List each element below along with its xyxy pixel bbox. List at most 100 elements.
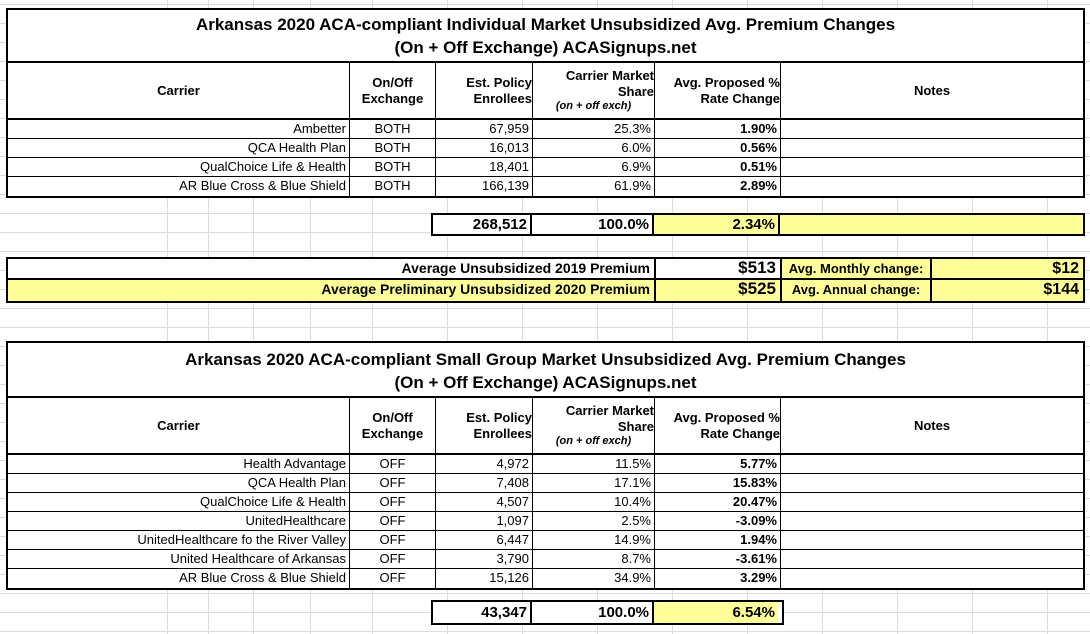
small-group-table-title: Arkansas 2020 ACA-compliant Small Group … bbox=[8, 343, 1083, 398]
exchange-cell[interactable]: BOTH bbox=[349, 158, 435, 176]
header-exchange[interactable]: On/Off Exchange bbox=[349, 63, 435, 118]
share-cell[interactable]: 2.5% bbox=[532, 512, 654, 530]
enrollees-cell[interactable]: 1,097 bbox=[435, 512, 532, 530]
carrier-cell[interactable]: QualChoice Life & Health bbox=[200, 159, 346, 174]
rate-cell[interactable]: 15.83% bbox=[654, 474, 780, 492]
notes-cell[interactable] bbox=[780, 455, 1083, 473]
total-rate-cell[interactable]: 2.34% bbox=[652, 215, 778, 234]
annual-change-label[interactable]: Avg. Annual change: bbox=[780, 280, 930, 301]
monthly-change-value[interactable]: $12 bbox=[930, 259, 1083, 278]
header-rate-change[interactable]: Avg. Proposed % Rate Change bbox=[654, 398, 780, 453]
notes-cell[interactable] bbox=[780, 493, 1083, 511]
average-premium-summary: Average Unsubsidized 2019 Premium $513 A… bbox=[6, 257, 1085, 303]
rate-cell[interactable]: 0.51% bbox=[654, 158, 780, 176]
total-rate-cell[interactable]: 6.54% bbox=[652, 602, 778, 623]
exchange-cell[interactable]: OFF bbox=[349, 474, 435, 492]
share-cell[interactable]: 34.9% bbox=[532, 569, 654, 588]
exchange-cell[interactable]: OFF bbox=[349, 531, 435, 549]
header-enrollees[interactable]: Est. Policy Enrollees bbox=[435, 398, 532, 453]
enrollees-cell[interactable]: 7,408 bbox=[435, 474, 532, 492]
notes-cell[interactable] bbox=[780, 158, 1083, 176]
exchange-cell[interactable]: OFF bbox=[349, 569, 435, 588]
enrollees-cell[interactable]: 67,959 bbox=[435, 120, 532, 138]
total-share-cell[interactable]: 100.0% bbox=[530, 602, 652, 623]
share-cell[interactable]: 17.1% bbox=[532, 474, 654, 492]
carrier-cell[interactable]: QualChoice Life & Health bbox=[200, 494, 346, 509]
rate-cell[interactable]: 1.94% bbox=[654, 531, 780, 549]
header-market-share-sub: (on + off exch) bbox=[555, 435, 632, 447]
enrollees-cell[interactable]: 15,126 bbox=[435, 569, 532, 588]
rate-cell[interactable]: 1.90% bbox=[654, 120, 780, 138]
total-notes-cell[interactable] bbox=[778, 215, 1083, 234]
title-line1: Arkansas 2020 ACA-compliant Individual M… bbox=[195, 15, 896, 34]
notes-cell[interactable] bbox=[780, 512, 1083, 530]
share-cell[interactable]: 6.9% bbox=[532, 158, 654, 176]
rate-cell[interactable]: 3.29% bbox=[654, 569, 780, 588]
carrier-cell[interactable]: UnitedHealthcare bbox=[245, 513, 346, 528]
exchange-cell[interactable]: OFF bbox=[349, 512, 435, 530]
rate-cell[interactable]: -3.61% bbox=[654, 550, 780, 568]
header-market-share[interactable]: Carrier Market Share (on + off exch) bbox=[532, 398, 654, 453]
exchange-cell[interactable]: OFF bbox=[349, 493, 435, 511]
enrollees-cell[interactable]: 18,401 bbox=[435, 158, 532, 176]
share-cell[interactable]: 10.4% bbox=[532, 493, 654, 511]
enrollees-cell[interactable]: 16,013 bbox=[435, 139, 532, 157]
avg-2019-premium-value[interactable]: $513 bbox=[654, 259, 780, 278]
share-cell[interactable]: 61.9% bbox=[532, 177, 654, 196]
enrollees-cell[interactable]: 3,790 bbox=[435, 550, 532, 568]
header-carrier[interactable]: Carrier bbox=[157, 417, 200, 433]
carrier-cell[interactable]: QCA Health Plan bbox=[247, 475, 346, 490]
avg-2020-premium-value[interactable]: $525 bbox=[654, 280, 780, 301]
rate-cell[interactable]: 20.47% bbox=[654, 493, 780, 511]
header-enrollees[interactable]: Est. Policy Enrollees bbox=[435, 63, 532, 118]
summary-row-2019: Average Unsubsidized 2019 Premium $513 A… bbox=[8, 259, 1083, 280]
total-enrollees-cell[interactable]: 43,347 bbox=[481, 604, 527, 621]
header-exchange[interactable]: On/Off Exchange bbox=[349, 398, 435, 453]
rate-cell[interactable]: 0.56% bbox=[654, 139, 780, 157]
share-cell[interactable]: 25.3% bbox=[532, 120, 654, 138]
notes-cell[interactable] bbox=[780, 177, 1083, 196]
carrier-cell[interactable]: QCA Health Plan bbox=[247, 140, 346, 155]
carrier-cell[interactable]: United Healthcare of Arkansas bbox=[170, 551, 346, 566]
enrollees-cell[interactable]: 4,507 bbox=[435, 493, 532, 511]
carrier-cell[interactable]: Health Advantage bbox=[243, 456, 346, 471]
notes-cell[interactable] bbox=[780, 120, 1083, 138]
share-cell[interactable]: 14.9% bbox=[532, 531, 654, 549]
header-market-share[interactable]: Carrier Market Share (on + off exch) bbox=[532, 63, 654, 118]
notes-cell[interactable] bbox=[780, 531, 1083, 549]
enrollees-cell[interactable]: 6,447 bbox=[435, 531, 532, 549]
share-cell[interactable]: 8.7% bbox=[532, 550, 654, 568]
exchange-cell[interactable]: BOTH bbox=[349, 120, 435, 138]
carrier-cell[interactable]: AR Blue Cross & Blue Shield bbox=[179, 178, 346, 193]
avg-2020-premium-label[interactable]: Average Preliminary Unsubsidized 2020 Pr… bbox=[8, 280, 654, 301]
monthly-change-label[interactable]: Avg. Monthly change: bbox=[780, 259, 930, 278]
exchange-cell[interactable]: OFF bbox=[349, 550, 435, 568]
header-rate-change[interactable]: Avg. Proposed % Rate Change bbox=[654, 63, 780, 118]
carrier-cell[interactable]: AR Blue Cross & Blue Shield bbox=[179, 570, 346, 585]
enrollees-cell[interactable]: 166,139 bbox=[435, 177, 532, 196]
share-cell[interactable]: 11.5% bbox=[532, 455, 654, 473]
share-cell[interactable]: 6.0% bbox=[532, 139, 654, 157]
enrollees-cell[interactable]: 4,972 bbox=[435, 455, 532, 473]
rate-cell[interactable]: -3.09% bbox=[654, 512, 780, 530]
total-share-cell[interactable]: 100.0% bbox=[530, 215, 652, 234]
exchange-cell[interactable]: OFF bbox=[349, 455, 435, 473]
total-enrollees-cell[interactable]: 268,512 bbox=[472, 216, 527, 233]
table-row: UnitedHealthcare fo the River Valley OFF… bbox=[8, 531, 1083, 550]
header-carrier[interactable]: Carrier bbox=[157, 82, 200, 98]
rate-cell[interactable]: 5.77% bbox=[654, 455, 780, 473]
exchange-cell[interactable]: BOTH bbox=[349, 139, 435, 157]
notes-cell[interactable] bbox=[780, 569, 1083, 588]
header-notes[interactable]: Notes bbox=[780, 63, 1083, 118]
notes-cell[interactable] bbox=[780, 550, 1083, 568]
notes-cell[interactable] bbox=[780, 474, 1083, 492]
exchange-cell[interactable]: BOTH bbox=[349, 177, 435, 196]
notes-cell[interactable] bbox=[780, 139, 1083, 157]
carrier-cell[interactable]: UnitedHealthcare fo the River Valley bbox=[137, 532, 346, 547]
avg-2019-premium-label[interactable]: Average Unsubsidized 2019 Premium bbox=[401, 260, 650, 276]
annual-change-value[interactable]: $144 bbox=[930, 280, 1083, 301]
header-notes[interactable]: Notes bbox=[780, 398, 1083, 453]
rate-cell[interactable]: 2.89% bbox=[654, 177, 780, 196]
carrier-cell[interactable]: Ambetter bbox=[293, 121, 346, 136]
